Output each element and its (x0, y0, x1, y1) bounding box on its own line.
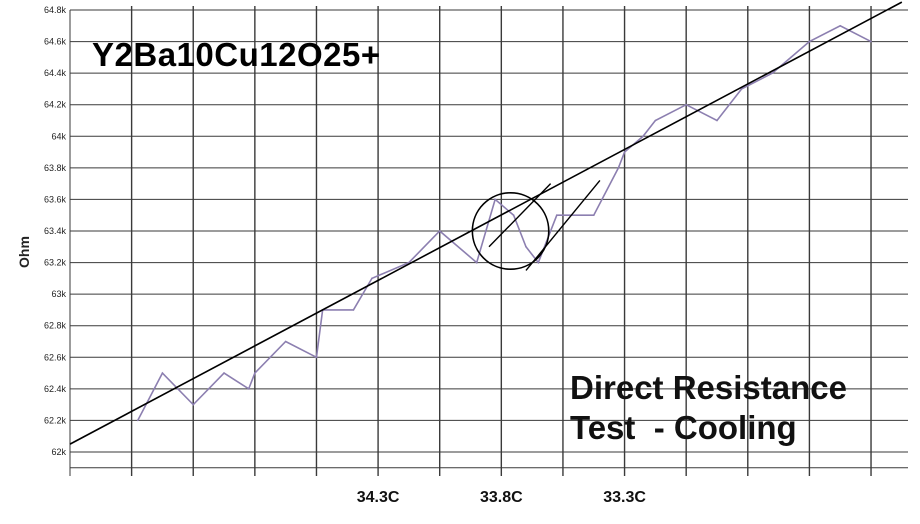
y-tick-label: 63.4k (44, 226, 67, 236)
series-point (512, 214, 515, 217)
series-point (771, 72, 774, 74)
series-point (555, 214, 558, 217)
series-point (371, 277, 373, 280)
series-line (137, 24, 872, 421)
y-tick-label: 64k (51, 131, 66, 141)
y-tick-label: 63.6k (44, 194, 67, 204)
trend-line-upper-extension (488, 183, 552, 248)
trend-line (69, 1, 903, 445)
y-tick-label: 63.8k (44, 163, 67, 173)
series-point (136, 419, 139, 422)
x-tick-label: 33.3C (603, 489, 646, 506)
series-point (790, 56, 792, 59)
series-point (192, 403, 195, 406)
series-point (284, 340, 287, 343)
y-tick-label: 62.4k (44, 384, 67, 394)
caption-line-1: Direct Resistance (570, 369, 847, 406)
x-tick-label: 33.8C (480, 489, 523, 506)
series-point (247, 388, 250, 390)
y-tick-label: 62.6k (44, 352, 67, 362)
series-point (685, 103, 687, 106)
caption-line-2: Test - Cooling (570, 409, 797, 446)
series-point (870, 40, 872, 43)
x-tick-label: 34.3C (357, 489, 400, 506)
circle-annotation (471, 191, 550, 271)
series-point (617, 167, 620, 169)
series-point (623, 151, 626, 153)
y-tick-label: 64.2k (44, 100, 67, 110)
series-point (223, 372, 225, 374)
series-point (716, 119, 718, 122)
chart-caption: Direct Resistance Test - Cooling (570, 368, 847, 448)
series-point (161, 372, 164, 374)
series-point (808, 40, 811, 43)
series-point (352, 309, 355, 311)
trend-line-lower-segment (525, 180, 601, 271)
y-tick-label: 64.4k (44, 68, 67, 78)
compound-formula: Y2Ba10Cu12O25+ (92, 36, 381, 73)
series-point (494, 198, 496, 201)
series-point (525, 245, 527, 248)
y-axis-label: Ohm (16, 236, 32, 268)
series-point (740, 88, 743, 90)
series-point (315, 356, 318, 359)
series-point (592, 214, 595, 217)
series-point (839, 24, 842, 27)
y-tick-label: 62.8k (44, 321, 67, 331)
y-tick-label: 63k (51, 289, 66, 299)
y-tick-label: 63.2k (44, 258, 67, 268)
series-point (254, 372, 256, 374)
series-point (438, 230, 441, 232)
series-point (562, 214, 564, 217)
y-tick-label: 64.8k (44, 5, 67, 15)
series-point (642, 135, 644, 138)
series-point (537, 261, 540, 264)
y-tick-label: 62k (51, 447, 66, 457)
y-tick-label: 64.6k (44, 37, 67, 47)
series-point (475, 261, 478, 264)
series-point (654, 119, 657, 122)
y-tick-label: 62.2k (44, 415, 67, 425)
